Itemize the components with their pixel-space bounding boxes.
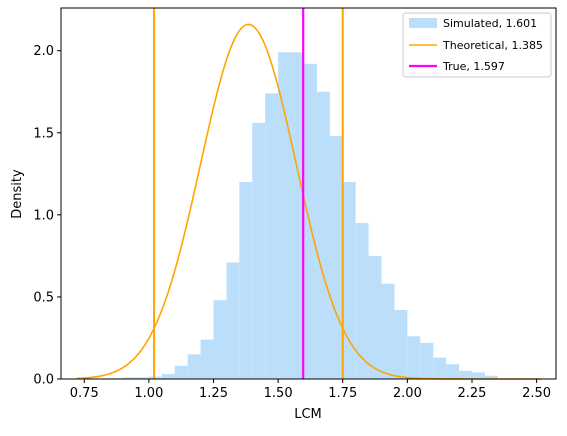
histogram-bar: [123, 377, 136, 379]
legend: Simulated, 1.601 Theoretical, 1.385 True…: [402, 12, 552, 78]
x-tick-label: 1.25: [199, 386, 228, 401]
histogram-bar: [239, 182, 253, 379]
x-tick-label: 2.25: [458, 386, 487, 401]
legend-label-theoretical: Theoretical, 1.385: [442, 39, 543, 52]
histogram-bar: [174, 365, 188, 379]
histogram-bar: [484, 375, 498, 379]
histogram-bar: [252, 122, 266, 380]
histogram-bar: [135, 377, 149, 379]
x-axis-ticks: 0.75 1.00 1.25 1.50 1.75 2.00 2.25 2.50: [70, 379, 551, 401]
histogram-bar: [355, 223, 369, 379]
x-tick-label: 2.50: [522, 386, 551, 401]
histogram-bar: [329, 136, 343, 379]
histogram-bar: [316, 91, 330, 379]
x-axis-label: LCM: [294, 407, 322, 422]
histogram-bar: [278, 52, 292, 380]
vertical-lines-group: [153, 8, 344, 379]
histogram-bar: [446, 364, 460, 379]
histogram-bar: [407, 336, 421, 379]
histogram-bar: [291, 52, 304, 380]
histogram-bars: [110, 52, 498, 380]
histogram-bar: [459, 370, 472, 379]
x-tick-label: 2.00: [393, 386, 422, 401]
legend-label-simulated: Simulated, 1.601: [443, 17, 537, 30]
legend-label-true: True, 1.597: [442, 60, 505, 73]
histogram-bar: [303, 63, 317, 380]
histogram-bar: [433, 357, 447, 379]
histogram-bar: [471, 372, 485, 379]
histogram-bar: [394, 310, 408, 379]
histogram-bar: [200, 339, 214, 379]
histogram-bar: [187, 354, 201, 379]
axes-spines: [60, 7, 557, 380]
histogram-bar: [161, 374, 175, 379]
y-axis-label: Density: [10, 169, 25, 219]
legend-frame: [402, 12, 552, 78]
histogram-bar: [420, 342, 434, 379]
histogram-bar: [226, 262, 240, 379]
y-tick-label: 2.0: [33, 44, 54, 59]
y-tick-label: 1.0: [33, 208, 54, 223]
x-tick-label: 1.75: [328, 386, 357, 401]
histogram-bar: [265, 93, 279, 380]
x-tick-label: 1.50: [264, 386, 293, 401]
x-tick-label: 0.75: [70, 386, 99, 401]
x-tick-label: 1.00: [134, 386, 163, 401]
y-tick-label: 1.5: [33, 126, 54, 141]
axes-frame: [60, 7, 557, 380]
y-axis-ticks: 0.0 0.5 1.0 1.5 2.0: [33, 44, 61, 388]
y-tick-label: 0.0: [33, 373, 54, 388]
histogram-bar: [148, 376, 162, 379]
y-tick-label: 0.5: [33, 290, 54, 305]
histogram-bar: [342, 182, 356, 379]
histogram-bar: [368, 255, 382, 379]
legend-swatch-simulated: [409, 18, 437, 28]
histogram-bar: [213, 300, 227, 379]
histogram-bar: [381, 283, 395, 379]
